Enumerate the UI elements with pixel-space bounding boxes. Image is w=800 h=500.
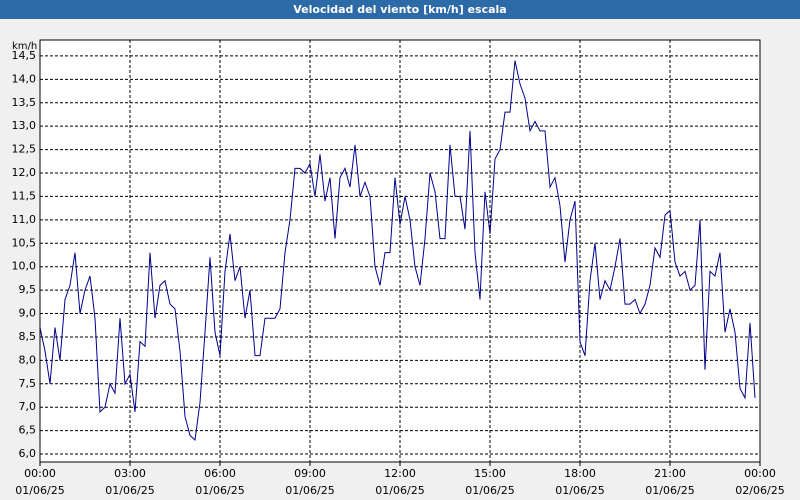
x-tick-label: 12:00 (384, 467, 416, 480)
y-tick-label: 11,0 (12, 213, 37, 226)
y-tick-label: 9,5 (19, 283, 37, 296)
x-tick-date: 01/06/25 (15, 484, 64, 497)
y-tick-label: 10,0 (12, 260, 37, 273)
y-unit: km/h (12, 41, 37, 52)
x-tick-label: 00:00 (744, 467, 776, 480)
y-tick-label: 8,5 (19, 330, 37, 343)
y-tick-label: 13,0 (12, 119, 37, 132)
x-tick-date: 01/06/25 (555, 484, 604, 497)
x-tick-label: 15:00 (474, 467, 506, 480)
x-tick-date: 01/06/25 (375, 484, 424, 497)
x-tick-date: 02/06/25 (735, 484, 784, 497)
y-tick-label: 6,5 (19, 424, 37, 437)
x-tick-date: 01/06/25 (105, 484, 154, 497)
x-tick-label: 03:00 (114, 467, 146, 480)
y-tick-label: 10,5 (12, 236, 37, 249)
y-tick-label: 7,0 (19, 400, 37, 413)
x-tick-label: 00:00 (24, 467, 56, 480)
y-tick-label: 14,5 (12, 49, 37, 62)
x-tick-date: 01/06/25 (285, 484, 334, 497)
y-tick-label: 13,5 (12, 96, 37, 109)
x-tick-label: 09:00 (294, 467, 326, 480)
y-tick-label: 6,0 (19, 447, 37, 460)
y-tick-label: 11,5 (12, 189, 37, 202)
chart-title: Velocidad del viento [km/h] escala (293, 3, 506, 16)
y-tick-label: 12,0 (12, 166, 37, 179)
y-tick-label: 9,0 (19, 307, 37, 320)
x-tick-label: 18:00 (564, 467, 596, 480)
x-tick-date: 01/06/25 (465, 484, 514, 497)
y-tick-label: 14,0 (12, 72, 37, 85)
y-tick-label: 12,5 (12, 143, 37, 156)
x-tick-label: 21:00 (654, 467, 686, 480)
x-tick-date: 01/06/25 (645, 484, 694, 497)
y-tick-label: 8,0 (19, 353, 37, 366)
y-tick-label: 7,5 (19, 377, 37, 390)
x-tick-label: 06:00 (204, 467, 236, 480)
x-tick-date: 01/06/25 (195, 484, 244, 497)
title-bar (0, 0, 800, 19)
data-line (39, 60, 756, 442)
